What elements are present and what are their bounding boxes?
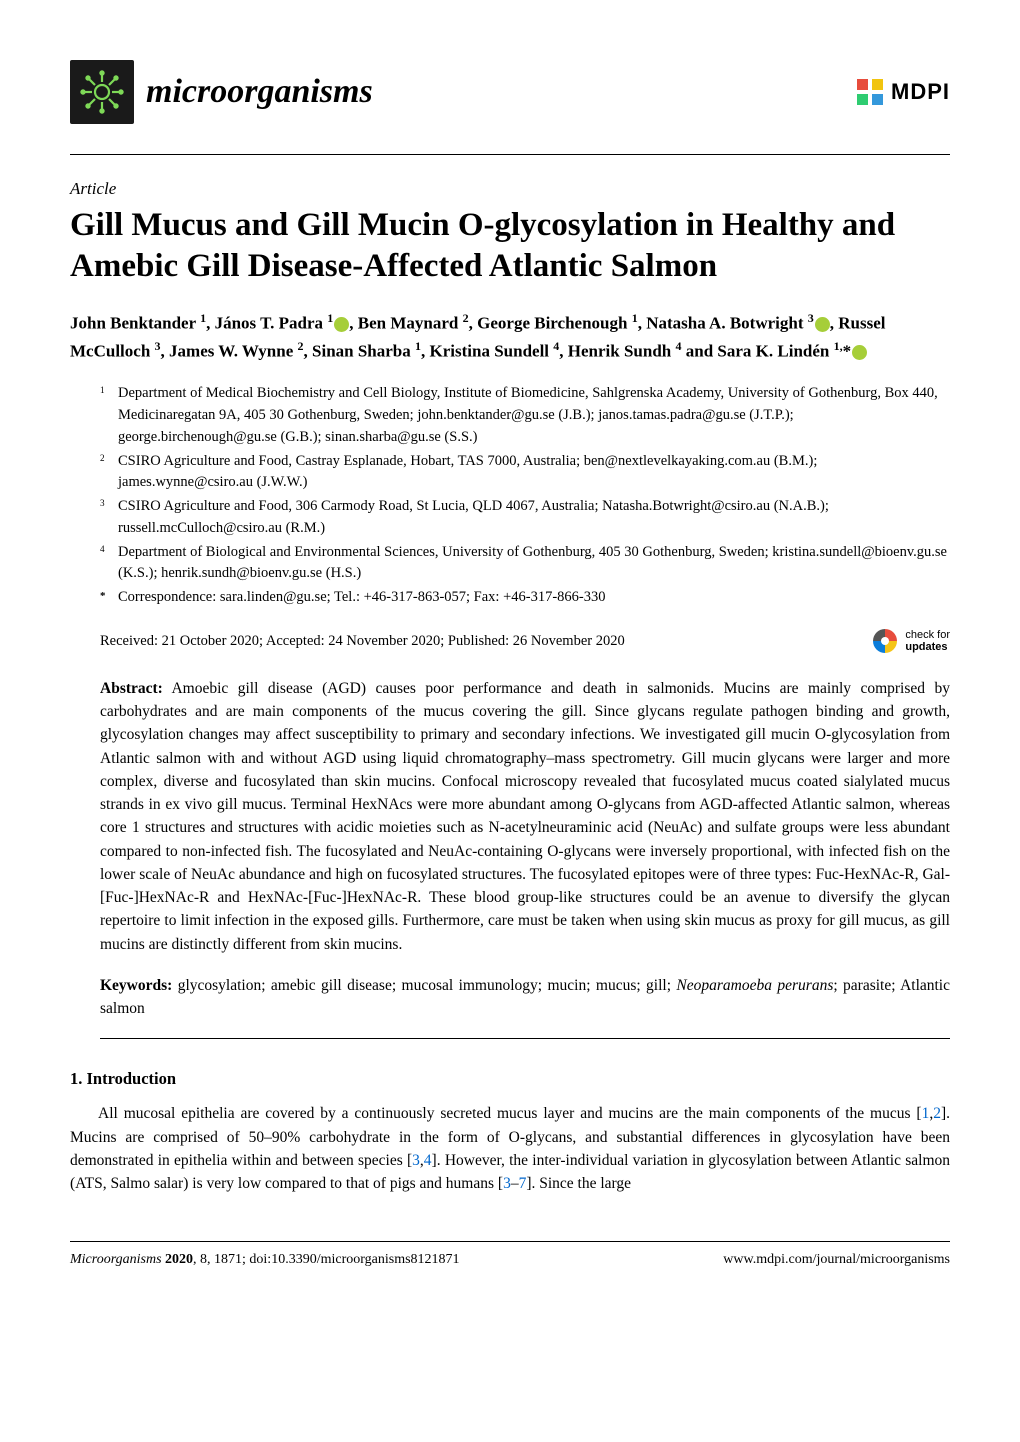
keywords-italic: Neoparamoeba perurans <box>676 977 833 994</box>
affiliation-row: 4Department of Biological and Environmen… <box>100 542 950 586</box>
affiliation-list: 1Department of Medical Biochemistry and … <box>70 383 950 609</box>
publication-dates-row: Received: 21 October 2020; Accepted: 24 … <box>70 627 950 655</box>
footer-journal-url[interactable]: www.mdpi.com/journal/microorganisms <box>723 1250 950 1270</box>
page-footer: Microorganisms 2020, 8, 1871; doi:10.339… <box>70 1241 950 1270</box>
header-divider <box>70 154 950 155</box>
mdpi-icon <box>855 77 885 107</box>
author-list: John Benktander 1, János T. Padra 1, Ben… <box>70 309 950 365</box>
orcid-icon <box>852 345 867 360</box>
check-updates-icon <box>871 627 899 655</box>
affiliation-row: 2CSIRO Agriculture and Food, Castray Esp… <box>100 451 950 495</box>
check-updates-text: check for updates <box>905 629 950 653</box>
affiliation-text: CSIRO Agriculture and Food, Castray Espl… <box>118 451 950 495</box>
abstract-label: Abstract: <box>100 680 163 697</box>
orcid-icon <box>334 317 349 332</box>
orcid-icon <box>815 317 830 332</box>
affiliation-marker: 4 <box>100 543 118 587</box>
citation-link[interactable]: 3 <box>412 1152 420 1169</box>
keywords: Keywords: glycosylation; amebic gill dis… <box>70 974 950 1021</box>
affiliation-text: Department of Medical Biochemistry and C… <box>118 383 950 448</box>
affiliation-marker: 1 <box>100 384 118 449</box>
affiliation-row: 3CSIRO Agriculture and Food, 306 Carmody… <box>100 496 950 540</box>
affiliation-marker: 3 <box>100 497 118 541</box>
keywords-divider <box>100 1038 950 1039</box>
keywords-text: glycosylation; amebic gill disease; muco… <box>172 977 676 994</box>
check-for-updates-button[interactable]: check for updates <box>871 627 950 655</box>
affiliation-text: Correspondence: sara.linden@gu.se; Tel.:… <box>118 587 950 609</box>
journal-logo-icon <box>70 60 134 124</box>
publisher-name: MDPI <box>891 77 950 108</box>
affiliation-text: Department of Biological and Environment… <box>118 542 950 586</box>
publication-dates: Received: 21 October 2020; Accepted: 24 … <box>100 631 625 651</box>
affiliation-text: CSIRO Agriculture and Food, 306 Carmody … <box>118 496 950 540</box>
article-type: Article <box>70 177 950 201</box>
affiliation-row: 1Department of Medical Biochemistry and … <box>100 383 950 448</box>
citation-link[interactable]: 2 <box>933 1105 941 1122</box>
abstract: Abstract: Amoebic gill disease (AGD) cau… <box>70 677 950 956</box>
affiliation-row: *Correspondence: sara.linden@gu.se; Tel.… <box>100 587 950 609</box>
abstract-text: Amoebic gill disease (AGD) causes poor p… <box>100 680 950 953</box>
citation-link[interactable]: 4 <box>424 1152 432 1169</box>
publisher-logo: MDPI <box>855 77 950 108</box>
section-heading-introduction: 1. Introduction <box>70 1067 950 1090</box>
introduction-paragraph: All mucosal epithelia are covered by a c… <box>70 1102 950 1195</box>
journal-logo-group: microorganisms <box>70 60 373 124</box>
page-header: microorganisms MDPI <box>70 60 950 124</box>
citation-link[interactable]: 3 <box>503 1175 511 1192</box>
affiliation-marker: * <box>100 588 118 610</box>
article-title: Gill Mucus and Gill Mucin O-glycosylatio… <box>70 205 950 288</box>
footer-citation: Microorganisms 2020, 8, 1871; doi:10.339… <box>70 1250 460 1270</box>
keywords-label: Keywords: <box>100 977 172 994</box>
journal-name: microorganisms <box>146 68 373 116</box>
affiliation-marker: 2 <box>100 452 118 496</box>
